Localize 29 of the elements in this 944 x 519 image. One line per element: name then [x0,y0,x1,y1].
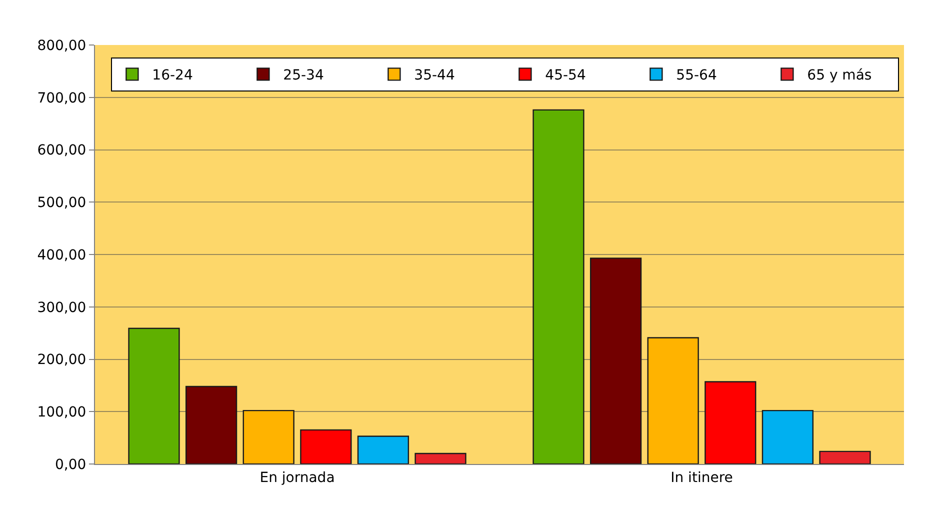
y-tick-label: 600,00 [37,142,86,159]
bar [532,109,584,464]
y-tick-label: 500,00 [37,195,86,212]
y-tick-label: 800,00 [37,38,86,54]
bar [704,381,756,464]
legend-label: 16-24 [152,68,193,84]
bar [819,450,871,464]
x-tick-label: En jornada [260,470,335,486]
x-tick-label: In itinere [670,470,733,486]
y-tick-label: 700,00 [37,90,86,106]
legend-label: 45-54 [545,68,586,84]
legend-label: 55-64 [676,68,717,84]
legend-label: 65 y más [807,68,872,84]
y-tick-label: 300,00 [37,300,86,316]
bar [128,328,180,464]
bar [762,410,814,464]
y-tick-label: 100,00 [37,404,86,421]
bar [647,337,699,464]
bar [357,436,410,464]
bar [414,452,466,464]
legend-label: 25-34 [283,68,324,84]
legend-label: 35-44 [414,68,455,84]
bar [185,386,238,464]
bar [300,429,352,464]
bar [242,410,294,464]
y-tick-label: 200,00 [37,352,86,368]
y-tick-label: 0,00 [55,456,86,473]
bar [590,258,642,464]
y-tick-label: 400,00 [37,247,86,264]
